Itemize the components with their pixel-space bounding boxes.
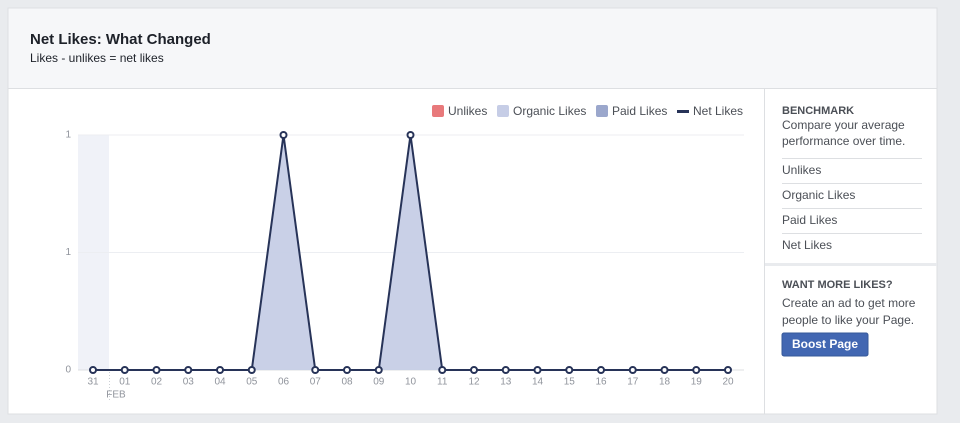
benchmark-text: Compare your average [782,118,905,132]
benchmark-link[interactable]: Unlikes [782,163,821,177]
point [628,366,637,374]
x-tick-label: 13 [500,377,512,388]
point [438,366,447,374]
benchmark-link[interactable]: Organic Likes [782,188,855,202]
legend-swatch [432,105,444,117]
point [501,366,510,374]
benchmark-link[interactable]: Net Likes [782,238,832,252]
point [343,366,351,374]
y-tick-label: 1 [65,130,71,141]
x-tick-label: 07 [310,377,322,388]
x-tick-label: 20 [722,377,734,388]
promo-text: Create an ad to get more [782,296,916,310]
x-tick-label: 19 [691,377,703,388]
x-tick-label: 06 [278,377,290,388]
title: Net Likes: What Changed [30,31,211,48]
x-tick-label: 04 [214,377,226,388]
boost-button-label[interactable]: Boost Page [792,337,858,351]
x-tick-label: 12 [468,377,480,388]
legend-swatch [677,110,689,113]
point [279,131,288,139]
legend-label: Organic Likes [513,104,586,118]
subtitle: Likes - unlikes = net likes [30,51,164,65]
legend-swatch [497,105,509,117]
x-tick-label: 17 [627,377,639,388]
header-bg [8,8,937,89]
y-tick-label: 1 [65,247,71,258]
point [216,366,224,374]
point [565,366,574,374]
x-tick-label: 03 [183,377,195,388]
point [724,366,732,374]
point [120,366,129,374]
point [406,131,415,139]
benchmark-title: BENCHMARK [782,105,854,117]
y-tick-label: 0 [65,365,71,376]
point [89,366,97,374]
x-tick-label: 01 [119,377,131,388]
legend-label: Net Likes [693,104,743,118]
x-tick-label: 02 [151,377,163,388]
x-tick-label: 09 [373,377,385,388]
month-label: FEB [106,390,126,401]
point [597,366,605,374]
benchmark-text: performance over time. [782,134,905,148]
legend-swatch [596,105,608,117]
point [533,366,542,374]
x-tick-label: 10 [405,377,417,388]
point [470,366,478,374]
legend-label: Unlikes [448,104,487,118]
x-tick-label: 31 [87,377,99,388]
point [660,366,669,374]
point [692,366,701,374]
promo-text: people to like your Page. [782,313,914,327]
x-tick-label: 15 [564,377,576,388]
x-tick-label: 14 [532,377,544,388]
x-tick-label: 18 [659,377,671,388]
x-tick-label: 08 [341,377,353,388]
x-tick-label: 16 [595,377,607,388]
promo-title: WANT MORE LIKES? [782,279,893,291]
point [184,366,193,374]
area [93,135,728,370]
point [311,366,320,374]
boost-button[interactable] [781,332,869,357]
point [247,366,256,374]
legend-label: Paid Likes [612,104,667,118]
section-divider [765,263,937,266]
point [152,366,161,374]
x-tick-label: 11 [437,377,448,388]
benchmark-link[interactable]: Paid Likes [782,213,837,227]
point [374,366,383,374]
x-tick-label: 05 [246,377,258,388]
